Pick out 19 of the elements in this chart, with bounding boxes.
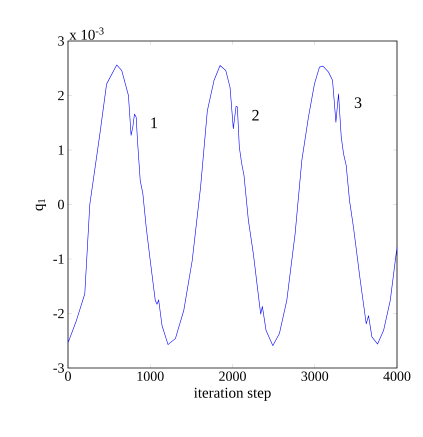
y-tick-label: 2 <box>58 90 64 100</box>
y-tick-label: -2 <box>53 308 64 318</box>
annotation: 1 <box>151 118 157 128</box>
x-tick-label: 2000 <box>219 372 246 381</box>
text: x 10$^{-3}$ <box>69 28 104 40</box>
x-tick-label: 1000 <box>138 372 164 381</box>
y-tick-label: 1 <box>58 145 64 155</box>
x-tick-label: 4000 <box>383 372 410 381</box>
y-tick-label: -1 <box>53 254 64 264</box>
x-tick-label: 0 <box>65 372 71 381</box>
x-axis-title: iteration step <box>194 388 271 401</box>
line-series <box>68 64 398 346</box>
y-tick-label: 3 <box>58 36 64 46</box>
y-tick-label: -3 <box>53 363 64 373</box>
annotation: 3 <box>354 97 362 108</box>
y-tick-label: 0 <box>58 200 64 210</box>
y-axis-title: q$_{1}$ <box>36 199 46 211</box>
annotation: 2 <box>252 110 259 120</box>
x-tick-label: 3000 <box>301 372 328 381</box>
